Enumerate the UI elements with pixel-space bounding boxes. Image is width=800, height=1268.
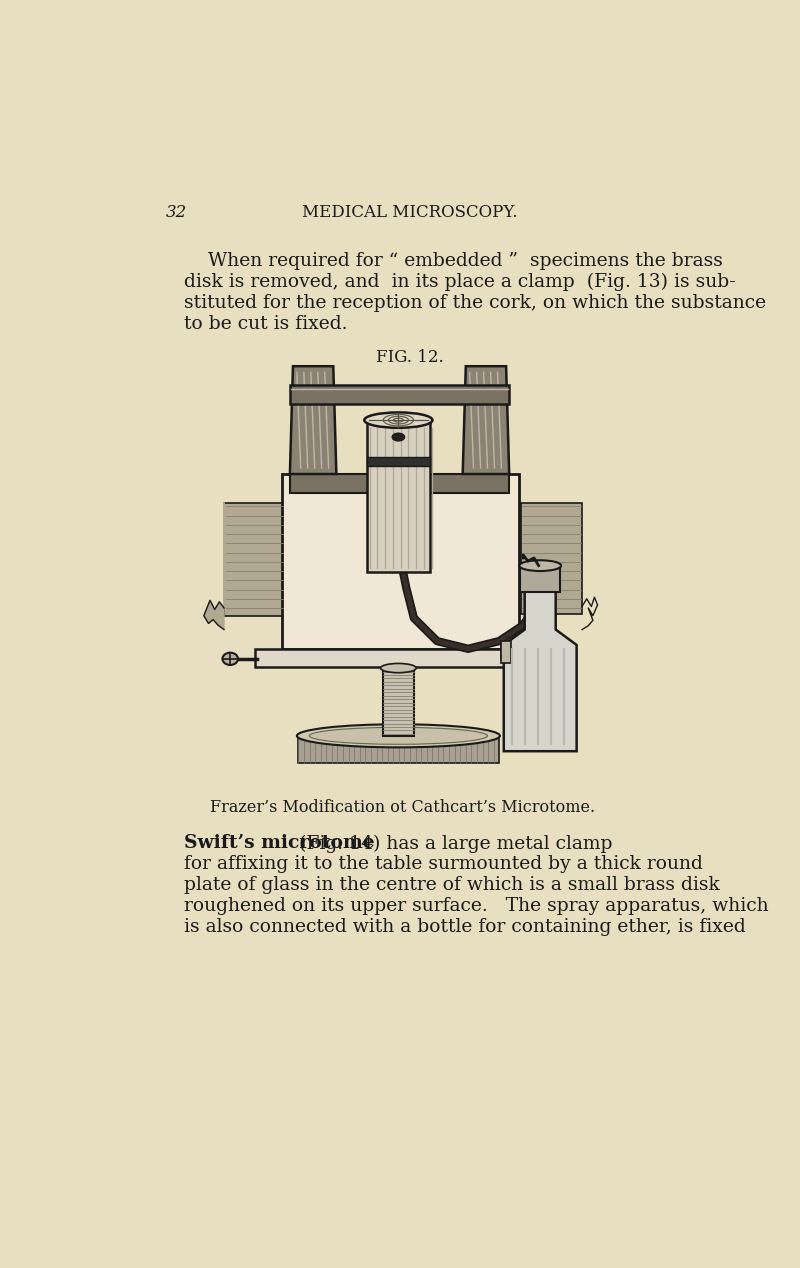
Polygon shape [204, 502, 224, 629]
Text: to be cut is fixed.: to be cut is fixed. [184, 314, 347, 332]
Polygon shape [298, 738, 499, 763]
Text: FIG. 12.: FIG. 12. [376, 349, 444, 365]
Text: 32: 32 [166, 204, 187, 221]
Text: (Fig. 14) has a large metal clamp: (Fig. 14) has a large metal clamp [293, 834, 613, 852]
Polygon shape [502, 642, 510, 663]
Text: plate of glass in the centre of which is a small brass disk: plate of glass in the centre of which is… [184, 876, 719, 894]
Ellipse shape [222, 653, 238, 664]
Polygon shape [520, 566, 560, 592]
Text: is also connected with a bottle for containing ether, is fixed: is also connected with a bottle for cont… [184, 918, 746, 936]
Polygon shape [282, 474, 518, 649]
Polygon shape [462, 366, 509, 474]
Text: roughened on its upper surface.   The spray apparatus, which: roughened on its upper surface. The spra… [184, 896, 768, 914]
Text: When required for “ embedded ”  specimens the brass: When required for “ embedded ” specimens… [184, 252, 722, 270]
Polygon shape [383, 668, 414, 735]
Ellipse shape [381, 663, 416, 673]
Ellipse shape [297, 724, 500, 747]
Polygon shape [366, 456, 430, 467]
Polygon shape [290, 474, 509, 492]
Polygon shape [521, 502, 582, 614]
Ellipse shape [310, 728, 487, 744]
Text: Frazer’s Modification ot Cathcart’s Microtome.: Frazer’s Modification ot Cathcart’s Micr… [210, 799, 595, 817]
Text: stituted for the reception of the cork, on which the substance: stituted for the reception of the cork, … [184, 294, 766, 312]
Ellipse shape [392, 434, 405, 441]
Polygon shape [290, 366, 336, 474]
Polygon shape [504, 587, 577, 751]
Text: MEDICAL MICROSCOPY.: MEDICAL MICROSCOPY. [302, 204, 518, 221]
Polygon shape [290, 385, 509, 404]
Text: disk is removed, and  in its place a clamp  (Fig. 13) is sub-: disk is removed, and in its place a clam… [184, 273, 735, 292]
Ellipse shape [364, 412, 433, 427]
Polygon shape [502, 645, 529, 659]
Text: Swift’s microtome: Swift’s microtome [184, 834, 374, 852]
Polygon shape [255, 649, 546, 667]
Ellipse shape [519, 560, 561, 571]
Polygon shape [366, 420, 430, 572]
Text: for affixing it to the table surmounted by a thick round: for affixing it to the table surmounted … [184, 855, 702, 874]
Polygon shape [204, 588, 224, 629]
Polygon shape [224, 502, 285, 616]
